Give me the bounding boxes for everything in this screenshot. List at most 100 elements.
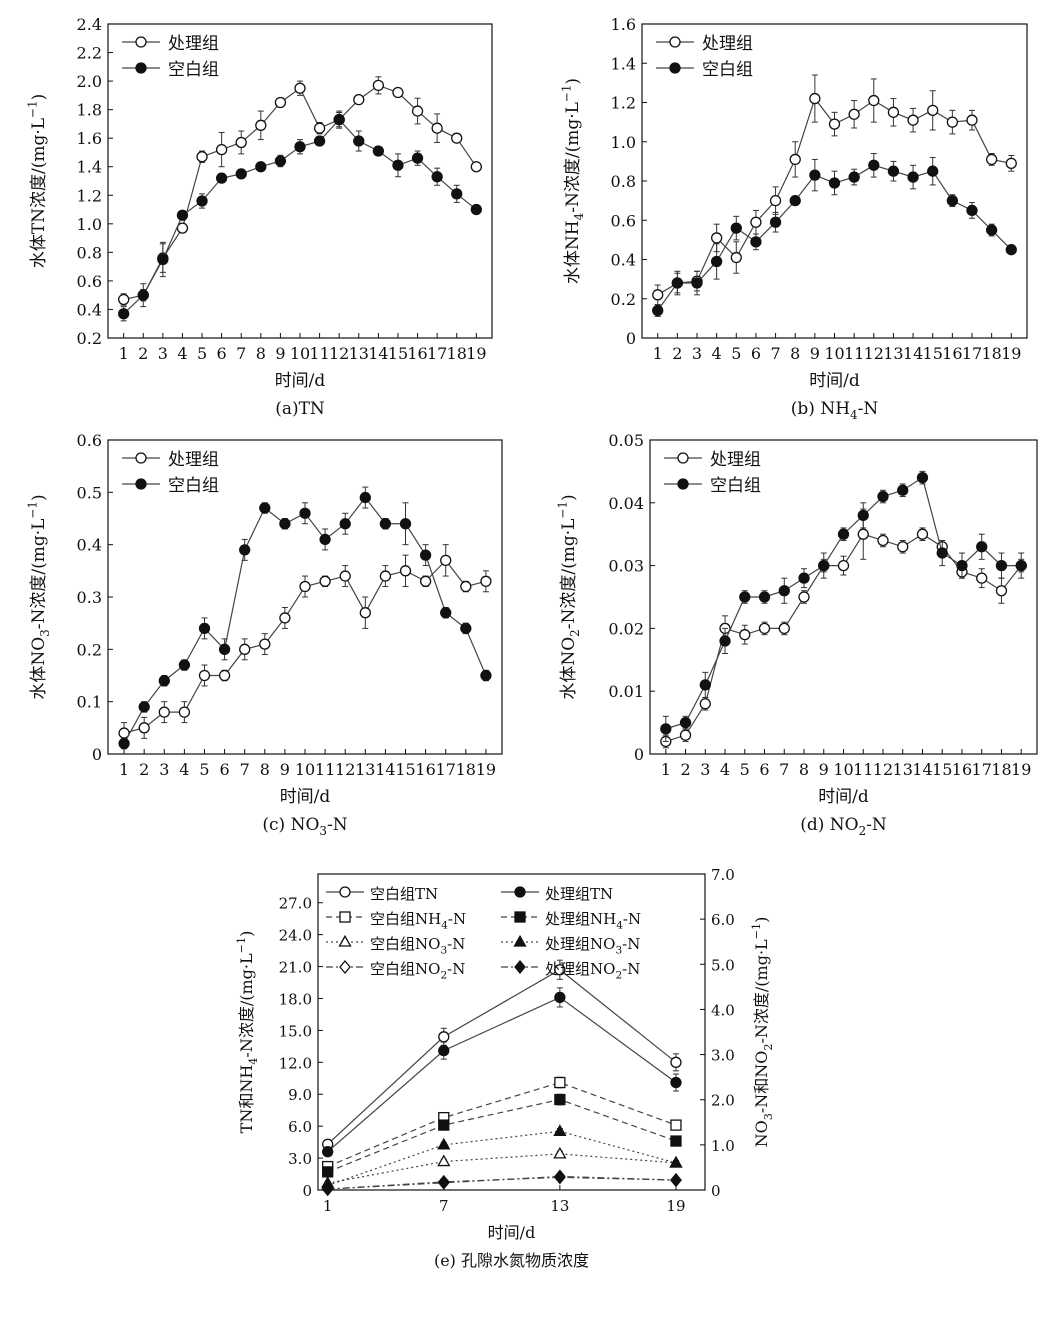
y-axis-label: TN和NH4-N浓度/(mg·L−1) (235, 931, 260, 1134)
data-point (178, 706, 191, 718)
data-point (419, 575, 432, 587)
data-point (946, 194, 959, 207)
x-tick-label: 19 (1001, 344, 1021, 363)
x-tick-label: 18 (456, 760, 476, 779)
data-point (848, 171, 860, 183)
data-point (778, 622, 790, 635)
x-axis-label: 时间/d (809, 371, 860, 391)
data-point (379, 570, 392, 582)
x-tick-label: 6 (751, 344, 761, 363)
data-point (976, 541, 988, 553)
data-point (460, 580, 472, 593)
data-point (1005, 157, 1017, 169)
y2-tick-label: 5.0 (711, 956, 735, 974)
x-tick-label: 7 (779, 760, 789, 779)
legend-label: 处理组 (702, 34, 753, 54)
data-point (699, 679, 711, 691)
x-tick-label: 11 (853, 760, 873, 779)
legend-label: 空白组NH4-N (370, 910, 466, 932)
data-point (313, 135, 326, 147)
x-tick-label: 11 (315, 760, 335, 779)
data-point (451, 132, 463, 144)
data-point (198, 669, 211, 682)
data-point (440, 554, 452, 567)
x-tick-label: 1 (661, 760, 671, 779)
x-tick-label: 8 (260, 760, 270, 779)
data-point (809, 169, 821, 181)
x-tick-label: 10 (295, 760, 315, 779)
data-point (437, 1154, 451, 1167)
data-point (235, 168, 247, 180)
data-point (353, 93, 365, 106)
data-point (671, 277, 684, 289)
data-point (176, 209, 189, 221)
data-point (946, 116, 959, 128)
y-tick-label: 18.0 (279, 990, 312, 1008)
data-point (392, 159, 404, 171)
y-axis-label: 水体TN浓度/(mg·L−1) (25, 94, 49, 268)
data-point (995, 585, 1008, 597)
y-tick-label: 6.0 (288, 1118, 312, 1136)
x-tick-label: 13 (883, 344, 903, 363)
legend-marker (339, 911, 351, 923)
data-point (299, 507, 311, 519)
y-tick-label: 0.5 (77, 483, 102, 502)
x-tick-label: 17 (972, 760, 992, 779)
y2-tick-label: 4.0 (711, 1001, 735, 1019)
y-tick-label: 0.3 (77, 588, 102, 607)
data-point (660, 723, 672, 735)
chart-panel-tn: 0.20.40.60.81.01.21.41.61.82.02.22.41 2 3 4… (25, 15, 493, 419)
x-tick-label: 14 (912, 760, 932, 779)
legend-label: 空白组NO2-N (370, 960, 465, 982)
data-point (877, 490, 889, 503)
data-point (359, 491, 371, 504)
legend-label: 处理组TN (545, 885, 613, 903)
data-point (299, 580, 311, 593)
x-tick-label: 7 (236, 344, 246, 363)
y-tick-label: 0 (626, 329, 636, 348)
y-tick-label: 27.0 (279, 895, 312, 913)
data-point (353, 135, 365, 147)
data-point (294, 82, 306, 94)
x-tick-label: 2 (139, 760, 149, 779)
y-tick-label: 1.6 (611, 15, 636, 34)
legend-marker (514, 911, 526, 923)
x-tick-label: 15 (388, 344, 408, 363)
data-point (437, 1175, 450, 1190)
x-tick-label: 9 (810, 344, 820, 363)
data-point (868, 159, 880, 171)
data-point (333, 113, 345, 126)
data-point (118, 293, 130, 306)
y-tick-label: 24.0 (279, 927, 312, 945)
y-tick-label: 2.2 (77, 44, 102, 63)
x-tick-label: 4 (720, 760, 730, 779)
x-tick-label: 2 (672, 344, 682, 363)
y-tick-label: 0.03 (608, 557, 644, 576)
data-point (769, 216, 782, 228)
data-point (976, 572, 988, 584)
x-tick-label: 1 (323, 1197, 333, 1215)
x-tick-label: 13 (349, 344, 369, 363)
data-point (554, 1076, 566, 1089)
legend-label: 空白组 (168, 476, 219, 496)
data-point (927, 104, 939, 116)
data-point (553, 1124, 567, 1136)
data-point (321, 1182, 334, 1197)
data-point (916, 528, 929, 540)
x-tick-label: 3 (692, 344, 702, 363)
data-point (750, 236, 762, 248)
data-point (699, 698, 711, 710)
y-tick-label: 21.0 (279, 959, 312, 977)
data-point (837, 559, 850, 572)
data-point (279, 612, 291, 624)
data-point (218, 643, 231, 655)
chart-caption: (b) NH4-N (791, 399, 879, 422)
x-tick-label: 3 (158, 344, 168, 363)
y-tick-label: 9.0 (288, 1086, 312, 1104)
data-point (470, 161, 482, 173)
x-tick-label: 8 (799, 760, 809, 779)
data-point (739, 629, 751, 641)
x-axis-label: 时间/d (275, 371, 326, 391)
series-line (327, 1153, 677, 1184)
